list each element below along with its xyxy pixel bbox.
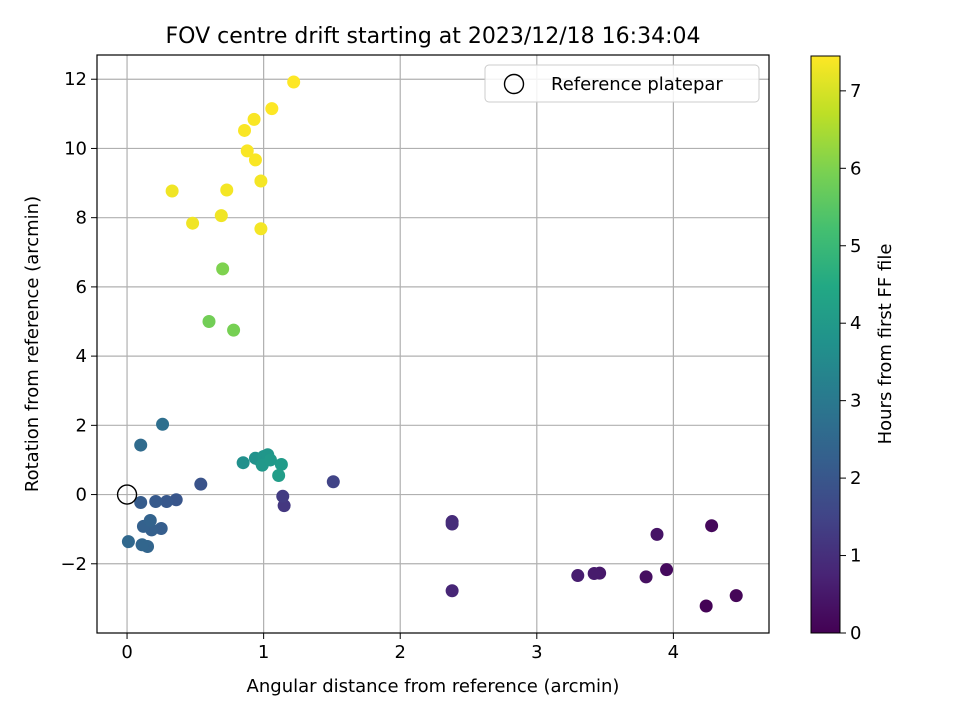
colorbar-ticks: 0 1 2 3 4 5 6 7	[840, 81, 861, 644]
colorbar-tick-label: 3	[850, 391, 861, 412]
colorbar-label: Hours from first FF file	[875, 244, 896, 445]
colorbar-gradient	[810, 55, 841, 634]
legend-reference-marker-icon	[503, 73, 525, 95]
data-point	[445, 517, 459, 531]
x-tick-label: 1	[258, 642, 269, 663]
data-point	[445, 584, 459, 598]
data-point	[134, 496, 148, 510]
data-point	[276, 489, 290, 503]
data-point	[165, 184, 179, 198]
data-point	[134, 438, 148, 452]
plot-frame	[96, 54, 770, 634]
data-point	[729, 589, 743, 603]
data-point	[272, 469, 286, 483]
data-point	[236, 456, 250, 470]
data-point	[202, 315, 216, 329]
data-point	[216, 262, 230, 276]
colorbar-tick-label: 1	[850, 546, 861, 567]
y-axis-ticks: −2 0 2 4 6 8 10 12	[60, 69, 97, 575]
data-point	[287, 75, 301, 89]
y-tick-label: 2	[76, 415, 87, 436]
data-point	[263, 453, 277, 467]
legend: Reference platepar	[484, 64, 760, 103]
data-point	[121, 535, 135, 549]
x-axis-label: Angular distance from reference (arcmin)	[247, 676, 620, 697]
data-point	[149, 494, 163, 508]
data-point	[227, 323, 241, 337]
data-point	[214, 209, 228, 223]
colorbar-tick-label: 6	[850, 158, 861, 179]
data-point	[160, 494, 174, 508]
data-point	[650, 527, 664, 541]
data-point	[154, 521, 168, 535]
data-point	[705, 519, 719, 533]
data-point	[240, 144, 254, 158]
data-point	[186, 216, 200, 230]
y-tick-label: 10	[64, 138, 87, 159]
y-tick-label: −2	[60, 554, 87, 575]
y-tick-label: 4	[76, 346, 87, 367]
chart-title: FOV centre drift starting at 2023/12/18 …	[166, 24, 701, 49]
colorbar-tick-label: 7	[850, 81, 861, 102]
colorbar-tick-label: 2	[850, 468, 861, 489]
data-point	[135, 538, 149, 552]
x-tick-label: 0	[121, 642, 132, 663]
data-point	[247, 112, 261, 126]
data-point	[248, 153, 262, 167]
y-tick-label: 6	[76, 277, 87, 298]
data-point	[326, 475, 340, 489]
y-tick-label: 8	[76, 208, 87, 229]
data-point	[143, 514, 157, 528]
x-tick-label: 4	[668, 642, 679, 663]
legend-entry-reference-platepar: Reference platepar	[551, 74, 723, 95]
reference-platepar-marker	[116, 484, 138, 505]
data-point	[571, 569, 585, 583]
data-point	[265, 102, 279, 116]
colorbar-tick-label: 4	[850, 313, 861, 334]
colorbar-tick-label: 0	[850, 623, 861, 644]
data-point	[254, 222, 268, 236]
data-point	[639, 570, 653, 584]
colorbar-tick-label: 5	[850, 236, 861, 257]
y-axis-label: Rotation from reference (arcmin)	[22, 196, 43, 492]
data-point	[156, 417, 170, 431]
reference-marker-layer	[116, 484, 138, 505]
data-point	[660, 563, 674, 577]
data-points	[121, 75, 743, 613]
y-tick-label: 12	[64, 69, 87, 90]
data-point	[220, 183, 234, 197]
x-tick-label: 2	[394, 642, 405, 663]
data-point	[254, 174, 268, 188]
x-tick-label: 3	[531, 642, 542, 663]
colorbar: 0 1 2 3 4 5 6 7 Hours from first FF file	[810, 55, 896, 644]
data-point	[699, 599, 713, 613]
grid-lines	[97, 55, 769, 633]
legend-box	[484, 64, 760, 103]
y-tick-label: 0	[76, 485, 87, 506]
data-point	[274, 457, 288, 471]
data-point	[587, 566, 601, 580]
data-point	[238, 123, 252, 137]
data-point	[194, 477, 208, 491]
x-axis-ticks: 0 1 2 3 4	[121, 633, 679, 663]
